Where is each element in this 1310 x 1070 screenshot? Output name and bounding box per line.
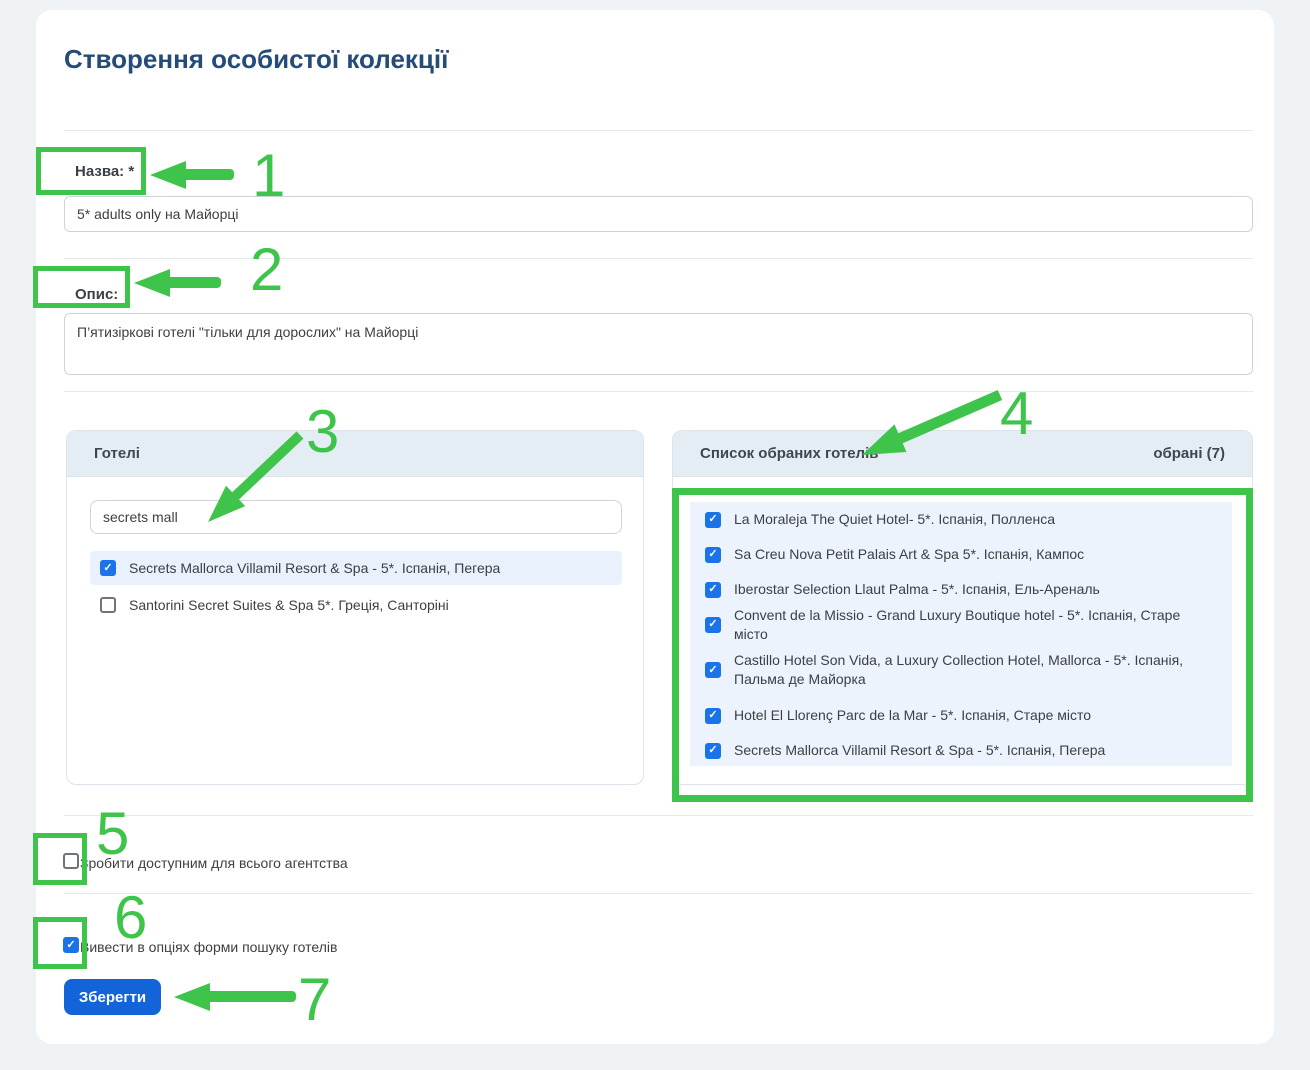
- selected-hotel-checkbox[interactable]: [705, 616, 721, 633]
- selected-hotel-checkbox[interactable]: [705, 511, 721, 528]
- share-agency-checkbox[interactable]: [63, 853, 79, 869]
- selected-hotel-row[interactable]: Secrets Mallorca Villamil Resort & Spa -…: [690, 733, 1232, 766]
- annotation-number-4: 4: [1000, 380, 1034, 447]
- show-in-search-label: Вивести в опціях форми пошуку готелів: [80, 939, 338, 955]
- selected-panel-header: Список обраних готелів обрані (7): [673, 431, 1252, 477]
- selected-hotel-row[interactable]: Sa Creu Nova Petit Palais Art & Spa 5*. …: [690, 537, 1232, 572]
- selected-hotel-row[interactable]: Hotel El Llorenç Parc de la Mar - 5*. Іс…: [690, 698, 1232, 733]
- selected-hotel-label: Secrets Mallorca Villamil Resort & Spa -…: [734, 742, 1106, 758]
- hotel-checkbox[interactable]: [100, 560, 116, 576]
- annotation-box-2: [33, 266, 130, 308]
- hotels-panel: Готелі: [66, 430, 644, 785]
- selected-hotel-label: Convent de la Missio - Grand Luxury Bout…: [734, 606, 1181, 642]
- annotation-box-1: [36, 147, 146, 195]
- page-title: Створення особистої колекції: [64, 44, 449, 74]
- annotation-number-7: 7: [298, 966, 332, 1033]
- divider: [64, 893, 1253, 894]
- selected-hotel-label: Castillo Hotel Son Vida, a Luxury Collec…: [734, 652, 1184, 687]
- selected-hotel-row[interactable]: Iberostar Selection Llaut Palma - 5*. Іс…: [690, 572, 1232, 607]
- annotation-arrow-2-shaft: [166, 277, 221, 288]
- selected-hotel-label: Hotel El Llorenç Parc de la Mar - 5*. Іс…: [734, 707, 1092, 723]
- annotation-arrow-7-shaft: [206, 991, 296, 1002]
- annotation-arrow-1-shaft: [182, 169, 234, 180]
- hotel-result-label: Santorini Secret Suites & Spa 5*. Греція…: [129, 596, 449, 613]
- description-input[interactable]: П’ятизіркові готелі "тільки для дорослих…: [64, 313, 1253, 375]
- annotation-number-5: 5: [96, 800, 130, 867]
- selected-hotel-label: Iberostar Selection Llaut Palma - 5*. Іс…: [734, 581, 1100, 597]
- divider: [64, 815, 1253, 816]
- selected-hotel-checkbox[interactable]: [705, 662, 721, 678]
- annotation-number-2: 2: [250, 236, 284, 303]
- divider: [64, 258, 1253, 259]
- selected-hotel-label: La Moraleja The Quiet Hotel- 5*. Іспанія…: [734, 511, 1056, 527]
- selected-hotel-row[interactable]: Convent de la Missio - Grand Luxury Bout…: [690, 607, 1232, 642]
- selected-hotel-checkbox[interactable]: [705, 581, 721, 598]
- annotation-arrow-3: [208, 431, 304, 522]
- selected-hotel-checkbox[interactable]: [705, 742, 721, 759]
- selected-hotel-checkbox[interactable]: [705, 707, 721, 724]
- selected-hotels-list: La Moraleja The Quiet Hotel- 5*. Іспанія…: [690, 502, 1232, 766]
- hotel-checkbox[interactable]: [100, 597, 116, 613]
- hotels-panel-header: Готелі: [67, 431, 643, 477]
- divider: [64, 130, 1253, 131]
- selected-hotel-checkbox[interactable]: [705, 546, 721, 563]
- save-button[interactable]: Зберегти: [64, 979, 161, 1015]
- description-label: Опис:: [75, 286, 119, 303]
- selected-hotel-label: Sa Creu Nova Petit Palais Art & Spa 5*. …: [734, 546, 1085, 562]
- annotation-box-5: [33, 833, 87, 885]
- hotel-search-input[interactable]: [90, 500, 622, 534]
- name-label: Назва: *: [75, 163, 135, 180]
- annotation-arrow-4: [862, 390, 1003, 455]
- annotation-box-selected-list: [672, 488, 1253, 802]
- divider: [64, 391, 1253, 392]
- hotel-result-row[interactable]: Santorini Secret Suites & Spa 5*. Греція…: [90, 588, 622, 622]
- annotation-number-6: 6: [114, 884, 148, 951]
- annotation-arrow-1-head: [150, 161, 186, 189]
- hotels-panel-title: Готелі: [94, 445, 140, 462]
- selected-count: обрані (7): [1153, 445, 1225, 462]
- annotation-number-3: 3: [306, 398, 340, 465]
- annotation-box-6: [33, 917, 87, 969]
- annotation-number-1: 1: [252, 142, 286, 209]
- show-in-search-checkbox[interactable]: [63, 937, 79, 953]
- hotel-result-label: Secrets Mallorca Villamil Resort & Spa -…: [129, 559, 501, 576]
- share-agency-label: Зробити доступним для всього агентства: [80, 855, 348, 871]
- selected-hotel-row[interactable]: La Moraleja The Quiet Hotel- 5*. Іспанія…: [690, 502, 1232, 537]
- selected-hotel-row[interactable]: Castillo Hotel Son Vida, a Luxury Collec…: [690, 642, 1232, 698]
- selected-panel-title: Список обраних готелів: [700, 445, 879, 462]
- hotel-result-row[interactable]: Secrets Mallorca Villamil Resort & Spa -…: [90, 551, 622, 585]
- annotation-arrow-2-head: [134, 269, 170, 297]
- annotation-arrow-7-head: [174, 983, 210, 1011]
- name-input[interactable]: [64, 196, 1253, 232]
